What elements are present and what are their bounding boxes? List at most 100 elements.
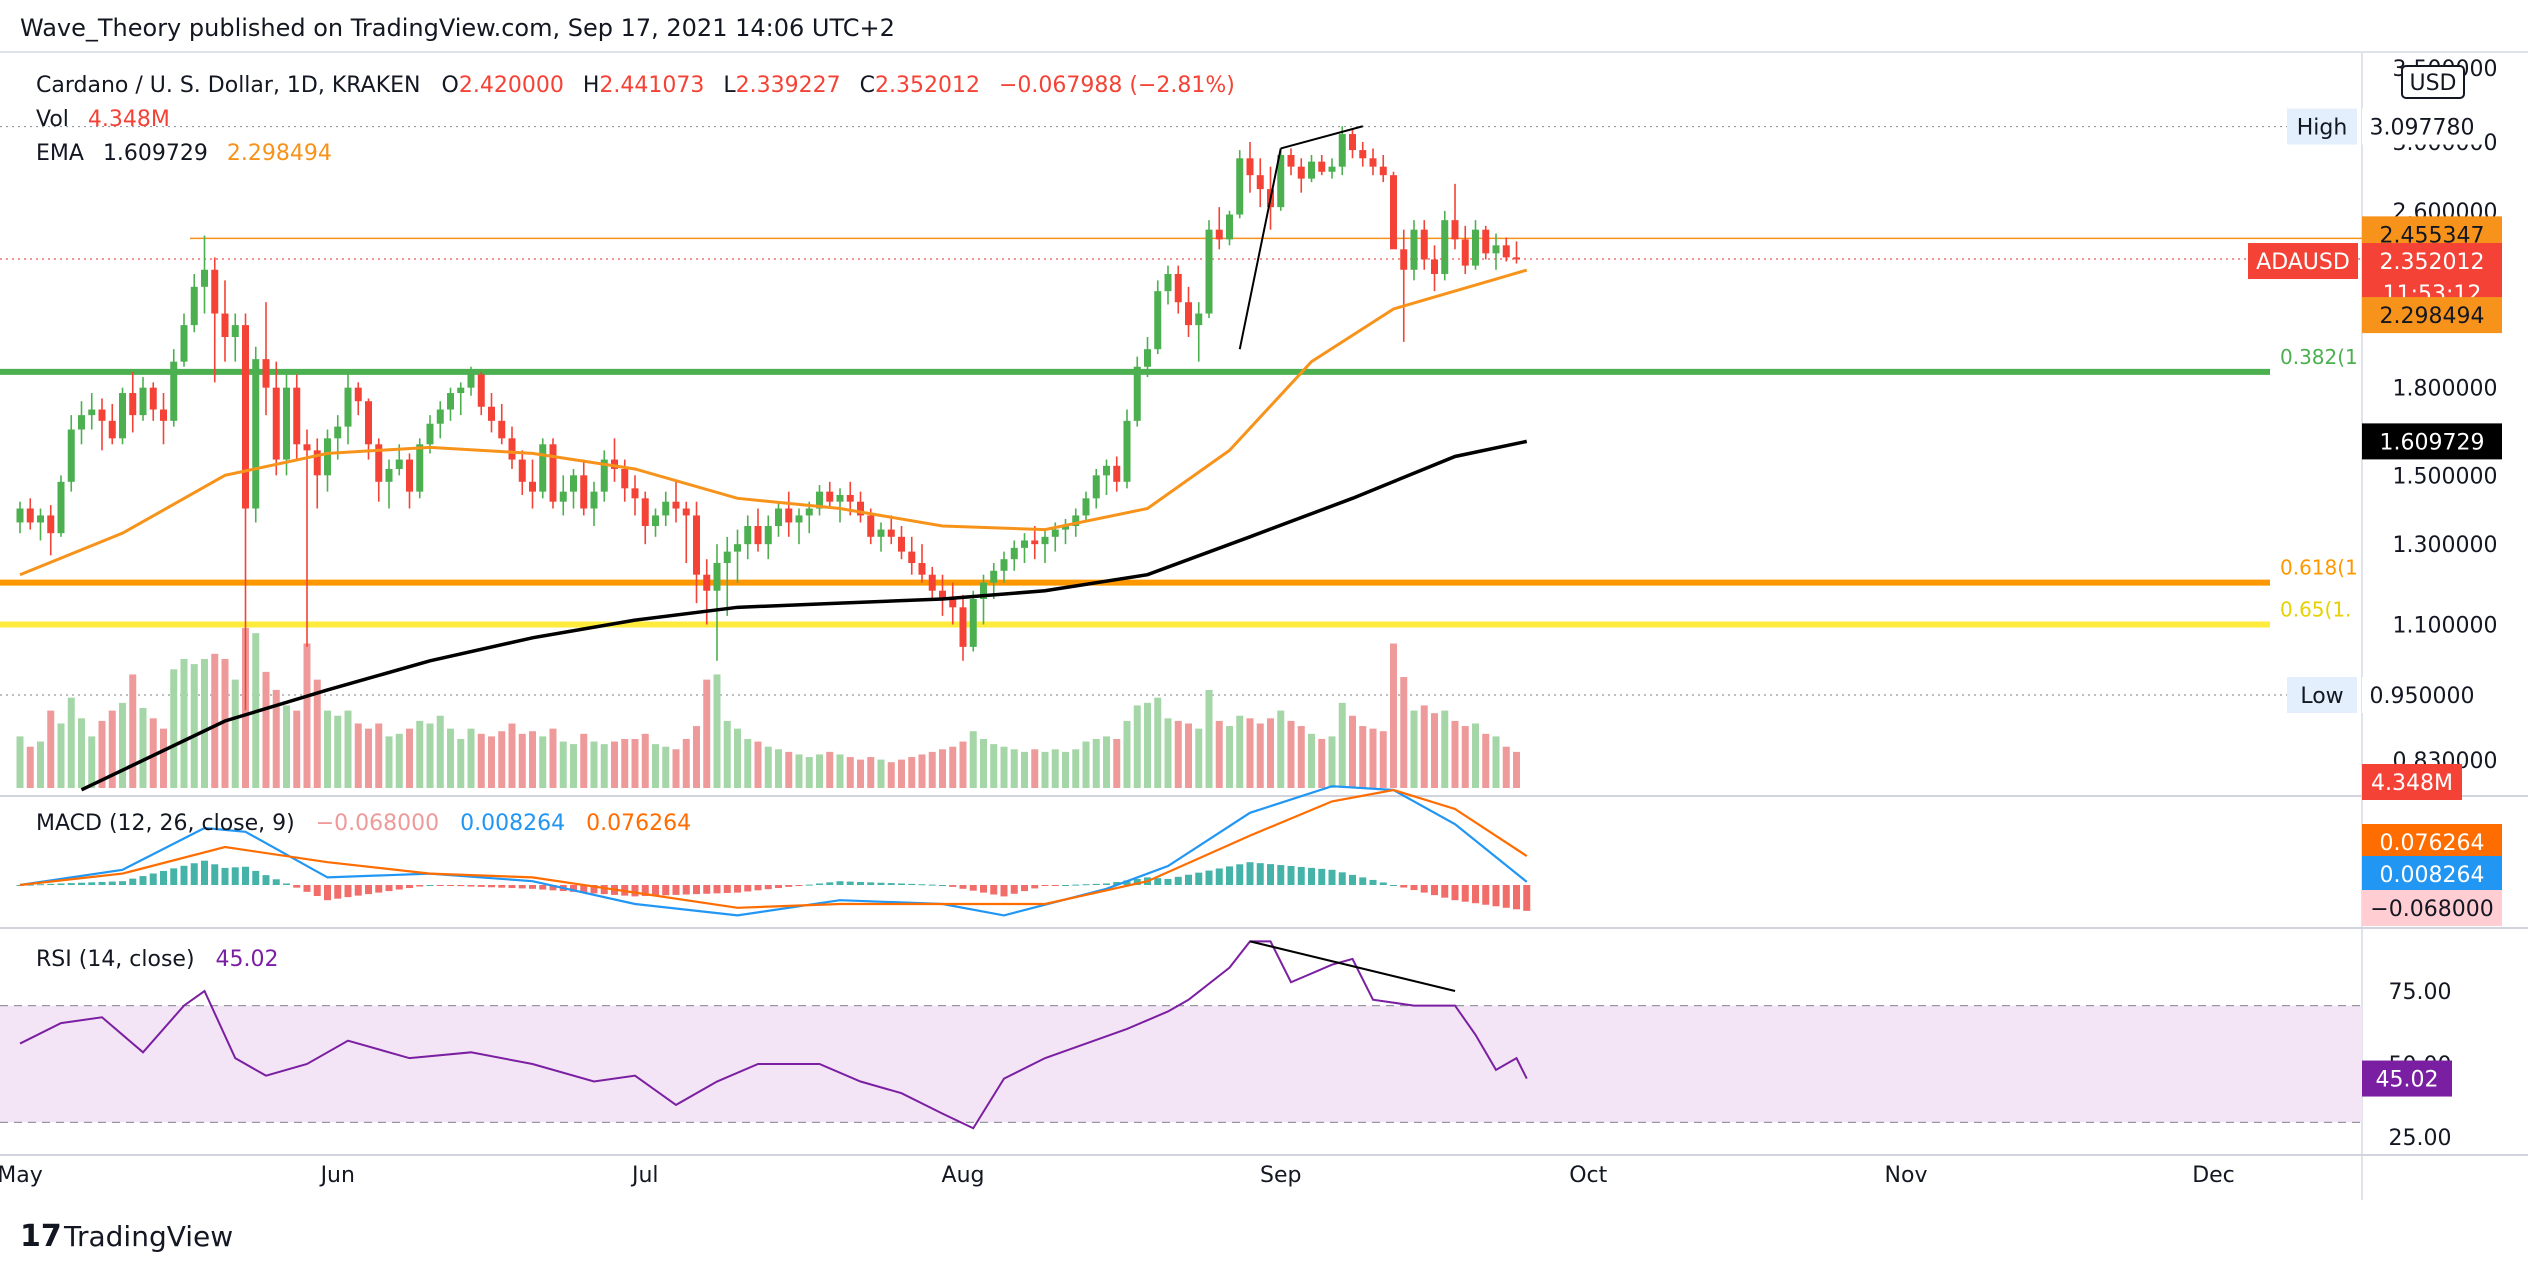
candle-body: [898, 536, 905, 552]
rsi-badge-bg: [2362, 1060, 2452, 1097]
macd-hist-bar: [1236, 864, 1244, 885]
candle-body: [1236, 158, 1244, 215]
volume-bar: [1297, 726, 1305, 788]
candle-body: [149, 387, 157, 410]
candles: [16, 126, 1520, 711]
price-tick: 1.500000: [2393, 464, 2498, 489]
volume-bar: [723, 720, 731, 788]
tradingview-logo[interactable]: TradingView: [63, 1220, 233, 1253]
macd-hist-bar: [877, 882, 885, 885]
macd-hist-bar: [129, 878, 137, 885]
volume-bar: [1164, 718, 1172, 788]
macd-hist-bar: [1318, 868, 1326, 885]
candle-body: [129, 393, 137, 416]
volume-bar: [775, 749, 782, 788]
macd-hist-bar: [1369, 879, 1377, 885]
volume-bar: [303, 643, 311, 788]
macd-hist-bar: [1420, 885, 1428, 893]
candle-body: [785, 508, 793, 523]
rsi-pane: [0, 940, 2362, 1130]
legend-l-label: L: [723, 73, 736, 98]
candle-body: [1195, 313, 1203, 326]
time-tick: Sep: [1260, 1163, 1301, 1188]
candle-body: [590, 491, 598, 509]
macd-hist-bar: [303, 885, 311, 892]
candle-body: [1072, 515, 1080, 527]
legend-o-label: O: [442, 73, 459, 98]
macd-hist-bar: [1441, 885, 1449, 898]
high-value-badge: 3.097780: [2370, 116, 2475, 141]
volume-bar: [1041, 751, 1049, 788]
macd-hist-bar: [313, 885, 321, 897]
candle-body: [385, 468, 393, 482]
volume-bar: [1369, 728, 1377, 788]
macd-hist-bar: [1205, 870, 1213, 885]
volume-bar: [1492, 736, 1500, 788]
candle-body: [1431, 259, 1438, 274]
volume-bar: [805, 757, 813, 788]
candle-body: [108, 420, 116, 439]
volume-bar: [1359, 726, 1367, 788]
signal-line: [19, 788, 1528, 909]
macd-hist-bar: [406, 885, 413, 889]
volume-bar: [170, 669, 178, 788]
volume-bar: [518, 733, 526, 788]
currency-box[interactable]: [2401, 65, 2465, 99]
candle-body: [1513, 257, 1520, 260]
candle-body: [283, 387, 290, 460]
volume-bar: [221, 658, 229, 788]
macd-hist-bar: [969, 885, 977, 891]
ema50-line: [19, 268, 1528, 577]
candle-body: [1226, 214, 1233, 240]
trendline-0: [1238, 148, 1282, 350]
volume-bar: [1144, 702, 1151, 788]
volume-bar: [1390, 643, 1397, 788]
macd-hist-bar: [1092, 883, 1100, 885]
candle-body: [1000, 559, 1008, 571]
macd-pane: [16, 785, 1531, 917]
macd-value: 0.008264: [460, 811, 565, 836]
volume-bar: [1103, 736, 1110, 788]
macd-hist-bar: [1072, 884, 1080, 886]
rsi-value: 45.02: [216, 947, 279, 972]
legend-line-1: Cardano / U. S. Dollar, 1D, KRAKEN O2.42…: [36, 73, 1235, 98]
candle-body: [467, 374, 475, 388]
macd-hist-bar: [416, 885, 424, 887]
candle-body: [375, 444, 383, 482]
macd-hist-bar: [836, 881, 844, 885]
macd-hist-bar: [1461, 885, 1469, 902]
candle-body: [1297, 166, 1305, 179]
macd-hist-bar: [734, 885, 741, 893]
macd-hist-bar: [498, 885, 506, 888]
macd-hist-bar: [1215, 868, 1223, 885]
macd-hist-bar: [1164, 878, 1172, 885]
volume-bar: [57, 723, 65, 788]
candle-body: [969, 598, 977, 647]
candle-body: [1318, 161, 1326, 172]
volume-bar: [1513, 751, 1520, 788]
macd-line: [19, 785, 1528, 917]
macd-hist-bar: [1379, 882, 1387, 885]
macd-hist-bar: [928, 884, 936, 886]
high-label-badge-bg: [2287, 108, 2357, 145]
volume-bar: [908, 757, 916, 788]
candle-body: [78, 415, 85, 430]
candle-body: [918, 563, 926, 575]
macd-hist-bar: [365, 885, 372, 895]
macd-hist-bar: [190, 863, 198, 885]
macd-hist-bar: [385, 885, 393, 892]
candle-body: [406, 459, 413, 492]
volume-bar: [1092, 738, 1100, 788]
trend-annotations: [1238, 125, 1456, 992]
macd-signal-value: 0.076264: [586, 811, 691, 836]
candle-body: [713, 563, 721, 591]
ema50-value: 2.298494: [227, 141, 332, 166]
candle-body: [1287, 154, 1295, 167]
candle-body: [221, 313, 229, 337]
macd-hist-bar: [775, 885, 782, 889]
time-tick: Oct: [1569, 1163, 1607, 1188]
volume-bar: [857, 759, 864, 788]
volume-bar: [139, 708, 147, 788]
macd-hist-bar: [908, 883, 916, 885]
